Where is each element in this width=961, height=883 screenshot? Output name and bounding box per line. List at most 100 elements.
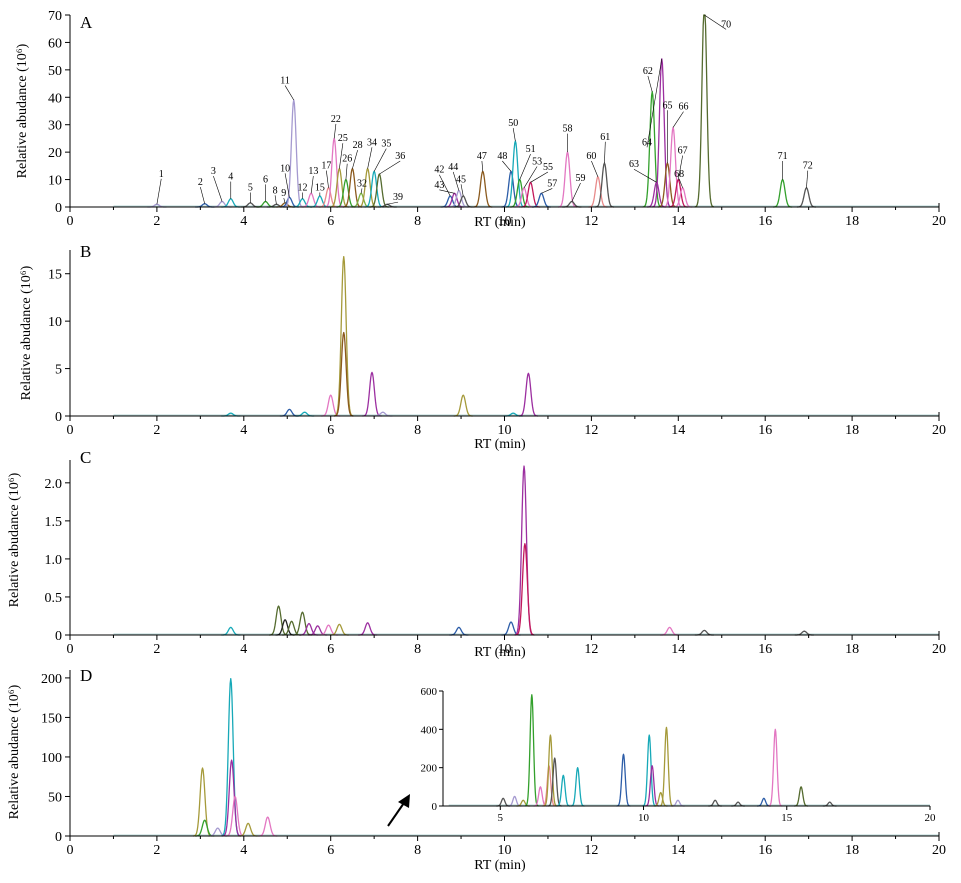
peak-label-2: 2 (198, 177, 203, 188)
peak-leader-50 (512, 128, 516, 142)
peak-70 (694, 14, 715, 208)
x-tick-label: 2 (153, 843, 160, 858)
peak-label-58: 58 (563, 124, 573, 135)
x-tick-label: 6 (327, 423, 334, 438)
x-tick-label: 20 (932, 423, 946, 438)
x-tick-label: 18 (845, 642, 859, 657)
peak-label-60: 60 (586, 151, 596, 162)
x-tick-label: 18 (845, 423, 859, 438)
y-tick-label: 60 (48, 36, 62, 51)
peak-label-66: 66 (679, 102, 689, 113)
y-tick-label: 0 (55, 629, 62, 644)
peak-leader-43 (439, 189, 455, 194)
y-tick-label: 0 (55, 410, 62, 425)
peak-leader-28 (352, 149, 358, 169)
x-tick-label: 16 (758, 642, 772, 657)
inset-peak-20 (793, 786, 809, 807)
x-tick-label: 18 (845, 843, 859, 858)
peak-leader-22 (333, 123, 337, 139)
y-tick-label: 0.5 (45, 591, 63, 606)
y-axis-title: Relative abudance (10⁶) (15, 43, 30, 178)
x-tick-label: 10 (498, 214, 512, 229)
peak-label-17: 17 (321, 161, 331, 172)
peak-leader-62 (647, 75, 653, 92)
y-tick-label: 1.5 (45, 515, 63, 530)
peak-label-12: 12 (297, 183, 307, 194)
peak-label-11: 11 (280, 76, 290, 87)
peak-label-43: 43 (434, 180, 444, 191)
inset-peak-17 (730, 801, 746, 807)
panel-c-peak-16 (794, 630, 814, 636)
peak-label-5: 5 (248, 183, 253, 194)
peak-leader-42 (439, 174, 451, 197)
peak-label-64: 64 (642, 137, 652, 148)
x-tick-label: 18 (845, 214, 859, 229)
x-tick-label: 12 (584, 214, 598, 229)
panel-b-peak-8 (453, 394, 473, 417)
peak-label-44: 44 (448, 162, 458, 173)
peak-leader-3 (213, 175, 223, 202)
x-tick-label: 6 (327, 214, 334, 229)
panel-letter: C (80, 448, 91, 467)
peak-label-3: 3 (211, 166, 216, 177)
x-tick-label: 12 (584, 843, 598, 858)
peak-leader-34 (367, 147, 373, 169)
y-tick-label: 1.0 (45, 553, 63, 568)
inset-x-tick-label: 20 (925, 812, 937, 824)
x-tick-label: 4 (240, 214, 247, 229)
peak-leader-1 (156, 178, 162, 205)
panel-c-peak-9 (358, 622, 378, 636)
peak-72 (796, 187, 817, 208)
peak-label-63: 63 (629, 159, 639, 170)
peak-label-15: 15 (315, 183, 325, 194)
peak-leader-44 (452, 171, 460, 191)
x-tick-label: 2 (153, 423, 160, 438)
x-tick-label: 2 (153, 214, 160, 229)
peak-label-71: 71 (778, 151, 788, 162)
inset-peak-21 (822, 801, 837, 807)
peak-label-45: 45 (456, 174, 466, 185)
peak-label-36: 36 (395, 151, 405, 162)
inset-y-tick-label: 600 (421, 686, 438, 698)
inset-peak-1 (507, 795, 522, 807)
panel-letter: B (80, 242, 91, 261)
inset-peak-10 (616, 753, 631, 807)
y-tick-label: 15 (48, 268, 62, 283)
peak-label-72: 72 (803, 161, 813, 172)
x-tick-label: 8 (414, 843, 421, 858)
peak-leader-36 (379, 160, 401, 175)
inset-y-tick-label: 0 (432, 801, 438, 813)
x-tick-label: 2 (153, 642, 160, 657)
panel-c: 0 2 4 6 8 10 12 14 16 18 20 0 0.5 1.0 1.5 2.0 C RT (min) R… (7, 448, 946, 660)
panel-b-peak-6 (362, 371, 382, 417)
peak-leader-59 (571, 182, 581, 202)
inset-peak-9 (570, 767, 585, 807)
inset-y-tick-label: 200 (421, 763, 438, 775)
x-tick-label: 6 (327, 843, 334, 858)
peak-leader-39 (387, 201, 399, 205)
peak-58 (557, 151, 578, 208)
peak-label-47: 47 (477, 151, 487, 162)
peak-label-42: 42 (434, 165, 444, 176)
y-axis-title: Relative abudance (10⁶) (7, 472, 22, 607)
peak-leader-45 (460, 184, 464, 197)
panel-b-peak-10 (518, 372, 539, 417)
peak-leader-10 (284, 173, 290, 198)
x-tick-label: 14 (671, 642, 685, 657)
y-tick-label: 150 (41, 711, 62, 726)
peak-leader-53 (523, 166, 538, 188)
peak-label-67: 67 (678, 146, 688, 157)
y-tick-label: 50 (48, 790, 62, 805)
y-axis-title: Relative abudance (10⁶) (19, 265, 34, 400)
y-tick-label: 10 (48, 174, 62, 189)
y-tick-label: 200 (41, 672, 62, 687)
x-axis-title: RT (min) (474, 215, 526, 230)
x-tick-label: 14 (671, 423, 685, 438)
peak-leader-55 (530, 171, 549, 183)
peak-leader-51 (519, 154, 531, 180)
peak-label-61: 61 (600, 132, 610, 143)
x-tick-label: 16 (758, 423, 772, 438)
